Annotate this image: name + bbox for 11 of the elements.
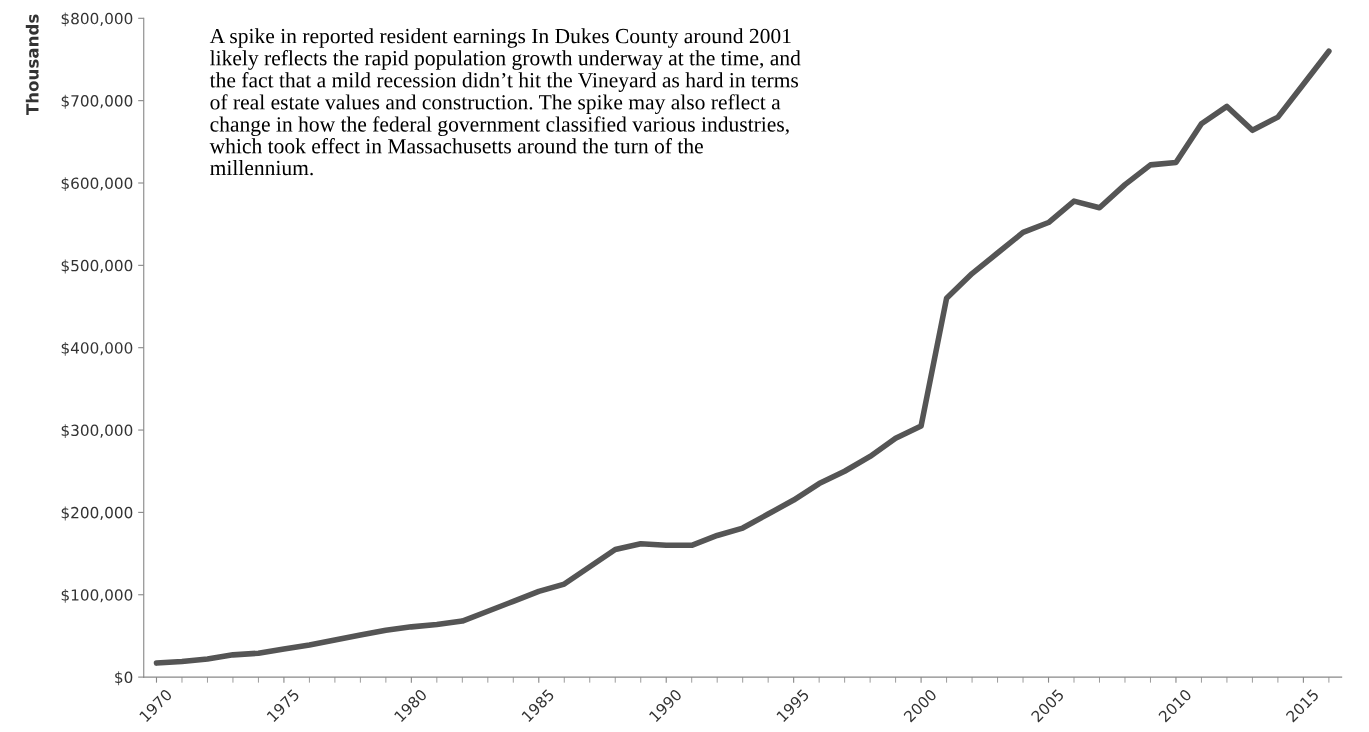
y-tick-label: $200,000	[61, 506, 133, 521]
y-tick-label: $500,000	[61, 259, 133, 274]
y-tick-label: $400,000	[61, 341, 133, 356]
y-tick-label: $800,000	[61, 12, 133, 27]
y-tick-label: $600,000	[61, 177, 133, 192]
y-axis-title: Thousands	[25, 14, 39, 116]
y-tick-label: $700,000	[61, 94, 133, 109]
y-tick-label: $0	[115, 671, 133, 686]
annotation: A spike in reported resident earnings In Dukes County around 2001 likely reflects the rapid population growth underway at the time, and the fact that a mild recession didn’t hit the Vineyard as hard in terms of real estate values and construction. The spike may also reflect a change in how the federal government classified various industries, which took effect in Massachusetts around the turn of the millennium.	[209, 28, 801, 176]
y-tick-label: $100,000	[61, 588, 133, 603]
y-tick-label: $300,000	[61, 424, 133, 439]
